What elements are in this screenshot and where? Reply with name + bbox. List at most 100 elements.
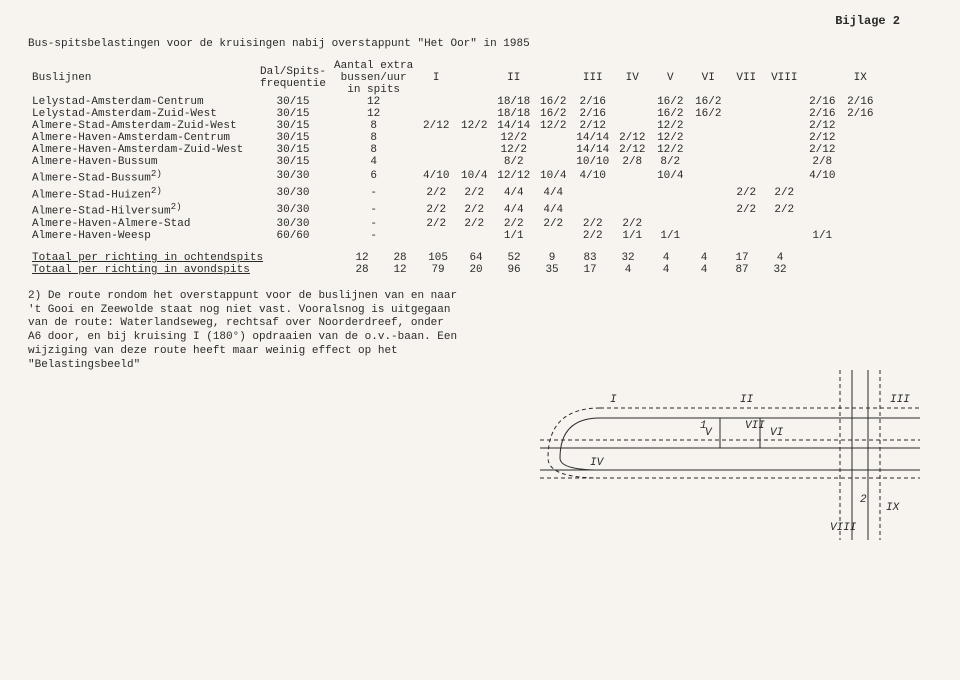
cell: 4/4 [534, 185, 572, 202]
cell [651, 218, 689, 230]
cell: 10/4 [534, 168, 572, 185]
col-IX: IX [841, 60, 879, 96]
cell: 2/16 [803, 108, 841, 120]
cell: 12/2 [534, 120, 572, 132]
cell: 4/4 [534, 201, 572, 218]
header-row: Buslijnen Dal/Spits-frequentie Aantal ex… [28, 60, 879, 96]
table-row: Almere-Stad-Amsterdam-Zuid-West30/1582/1… [28, 120, 879, 132]
totals-table: Totaal per richting in ochtendspits12281… [28, 252, 799, 276]
cell [613, 120, 651, 132]
cell [765, 108, 803, 120]
table-row: Almere-Stad-Huizen2)30/30-2/22/24/44/42/… [28, 185, 879, 202]
cell [727, 218, 765, 230]
cell: 2/2 [727, 185, 765, 202]
cell [534, 230, 572, 242]
cell: 16/2 [651, 96, 689, 108]
cell-extra: 8 [330, 120, 417, 132]
cell: 20 [457, 264, 495, 276]
cell [572, 185, 613, 202]
row-name: Lelystad-Amsterdam-Centrum [28, 96, 256, 108]
cell: 83 [571, 252, 609, 264]
cell [765, 230, 803, 242]
cell-extra: - [330, 201, 417, 218]
col-line: Buslijnen [28, 60, 256, 96]
cell [455, 156, 493, 168]
cell [417, 156, 455, 168]
cell: 2/2 [613, 218, 651, 230]
table-row: Almere-Haven-Almere-Stad30/30-2/22/22/22… [28, 218, 879, 230]
cell: 2/12 [803, 132, 841, 144]
cell: 4/10 [417, 168, 455, 185]
cell [613, 96, 651, 108]
cell: 2/2 [727, 201, 765, 218]
cell [841, 156, 879, 168]
cell [689, 218, 727, 230]
cell: 14/14 [572, 132, 613, 144]
cell [689, 132, 727, 144]
cell-freq: 30/15 [256, 144, 330, 156]
cell [417, 132, 455, 144]
cell: 2/12 [613, 144, 651, 156]
cell [841, 168, 879, 185]
cell [417, 144, 455, 156]
cell: 17 [571, 264, 609, 276]
cell-extra: 12 [330, 96, 417, 108]
cell: 64 [457, 252, 495, 264]
cell-freq: 30/15 [256, 156, 330, 168]
cell [651, 201, 689, 218]
cell [689, 230, 727, 242]
cell [803, 218, 841, 230]
diagram-label-III: III [890, 394, 910, 406]
cell [727, 168, 765, 185]
cell-extra: 8 [330, 144, 417, 156]
totals-label: Totaal per richting in ochtendspits [28, 252, 267, 264]
appendix-label: Bijlage 2 [835, 14, 900, 28]
diagram-label-2: 2 [860, 494, 867, 506]
table-row: Almere-Haven-Amsterdam-Centrum30/15812/2… [28, 132, 879, 144]
cell [841, 132, 879, 144]
col-I: I [417, 60, 455, 96]
cell: 12/2 [493, 132, 534, 144]
cell: 12/2 [493, 144, 534, 156]
cell-freq: 30/30 [256, 185, 330, 202]
cell: 8/2 [651, 156, 689, 168]
cell [727, 230, 765, 242]
cell [267, 264, 305, 276]
cell: 4/4 [493, 201, 534, 218]
cell [613, 201, 651, 218]
cell [689, 168, 727, 185]
footnote-marker: 2) [28, 290, 41, 302]
col-spacer [534, 60, 572, 96]
col-VII: VII [727, 60, 765, 96]
col-spacer [455, 60, 493, 96]
cell-freq: 30/15 [256, 96, 330, 108]
cell [841, 120, 879, 132]
cell [765, 168, 803, 185]
page-title: Bus-spitsbelastingen voor de kruisingen … [28, 38, 932, 50]
cell: 18/18 [493, 108, 534, 120]
row-name: Almere-Haven-Amsterdam-Centrum [28, 132, 256, 144]
diagram-label-IV: IV [590, 457, 605, 469]
cell: 8/2 [493, 156, 534, 168]
diagram-label-VII: VII [745, 420, 765, 432]
cell [765, 120, 803, 132]
cell [689, 156, 727, 168]
cell [613, 108, 651, 120]
cell: 2/2 [534, 218, 572, 230]
cell [841, 201, 879, 218]
cell: 79 [419, 264, 457, 276]
col-extra: Aantal extrabussen/uurin spits [330, 60, 417, 96]
diagram-label-II: II [740, 394, 754, 406]
cell: 2/2 [455, 201, 493, 218]
cell [841, 144, 879, 156]
diagram-label-VI: VI [770, 427, 784, 439]
cell: 16/2 [689, 96, 727, 108]
cell: 4 [609, 264, 647, 276]
cell: 1/1 [613, 230, 651, 242]
cell [305, 264, 343, 276]
col-IV: IV [613, 60, 651, 96]
totals-row: Totaal per richting in avondspits2812792… [28, 264, 799, 276]
cell: 12/2 [651, 120, 689, 132]
cell [803, 185, 841, 202]
cell: 2/2 [572, 230, 613, 242]
